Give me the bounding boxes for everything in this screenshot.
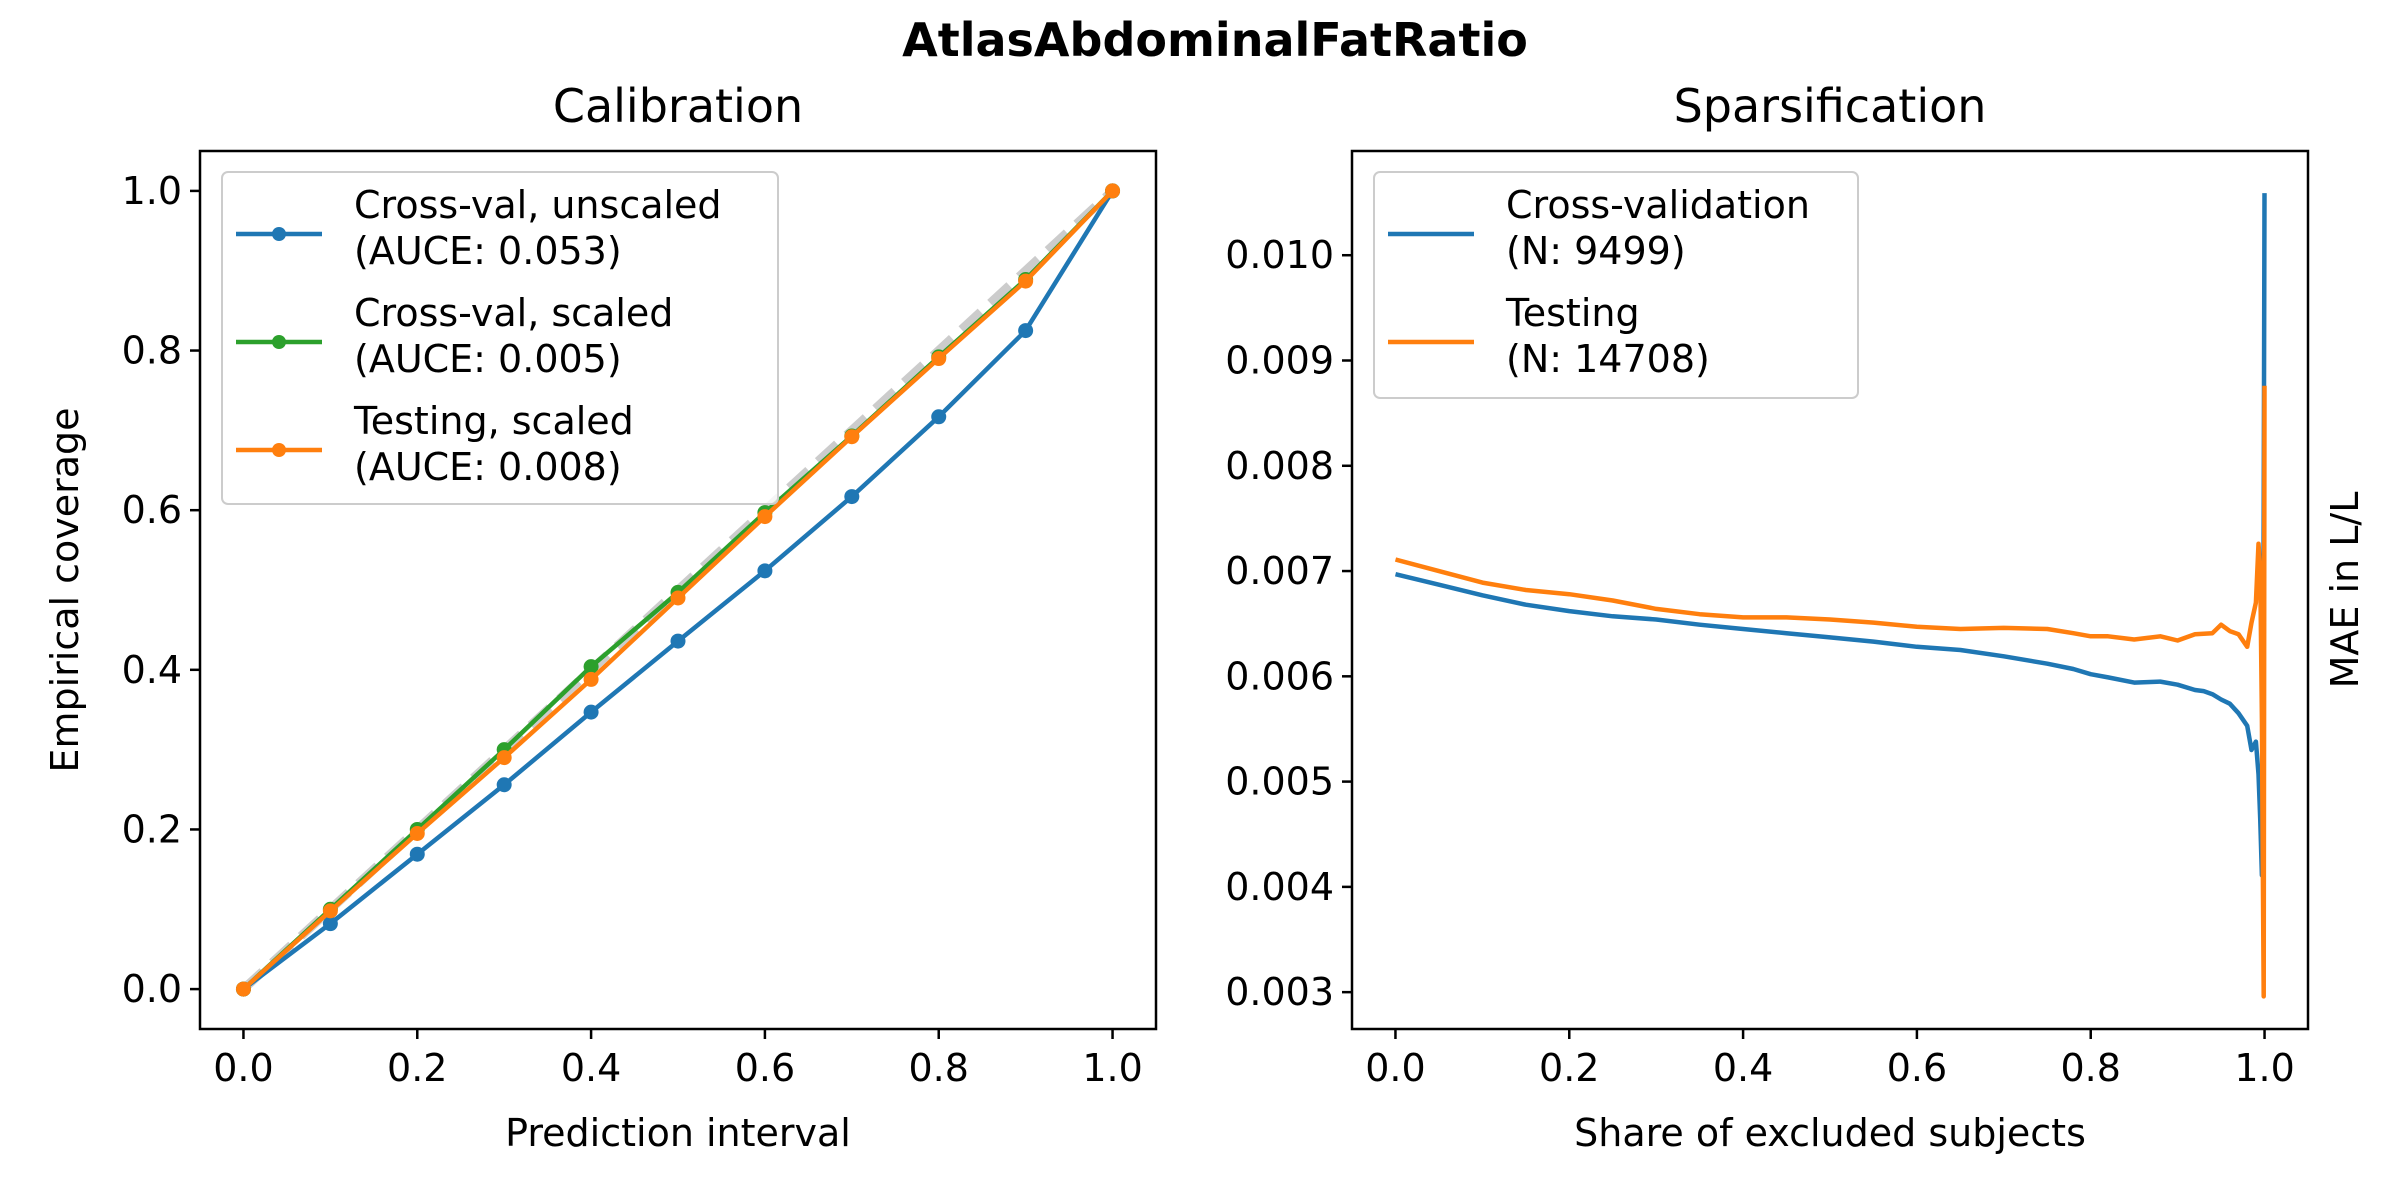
- x-tick-label: 0.4: [561, 1046, 621, 1090]
- legend-entry-cross-val-unscaled: Cross-val, unscaled (AUCE: 0.053): [236, 183, 722, 273]
- calibration-series-1: [235, 183, 1121, 997]
- y-tick-label: 0.4: [122, 648, 182, 692]
- data-point: [235, 981, 251, 997]
- data-point: [1018, 323, 1034, 339]
- data-point: [844, 429, 860, 445]
- x-tick-label: 0.6: [735, 1046, 795, 1090]
- calibration-series-group: [235, 183, 1121, 997]
- data-point: [496, 750, 512, 766]
- x-tick-label: 0.8: [2061, 1046, 2121, 1090]
- calibration-legend-box: [221, 171, 779, 505]
- y-tick-label: 0.010: [1225, 233, 1334, 277]
- legend-label: Cross-val, scaled: [354, 291, 673, 335]
- x-tick-label: 0.4: [1713, 1046, 1773, 1090]
- sparsification-series-1-line: [1394, 193, 2267, 878]
- legend-entry-testing: Testing (N: 14708): [1388, 291, 1710, 381]
- data-point: [322, 916, 338, 932]
- legend-entry-cross-validation: Cross-validation (N: 9499): [1388, 183, 1810, 273]
- data-point: [670, 633, 686, 649]
- figure-suptitle: AtlasAbdominalFatRatio: [902, 13, 1528, 67]
- legend-entry-cross-val-scaled: Cross-val, scaled (AUCE: 0.005): [236, 291, 673, 381]
- y-tick-label: 0.009: [1225, 338, 1334, 382]
- legend-label: Cross-val, unscaled: [354, 183, 722, 227]
- data-point: [1018, 273, 1034, 289]
- data-point: [322, 903, 338, 919]
- data-point: [496, 777, 512, 793]
- sparsification-legend-box: [1373, 171, 1859, 399]
- x-tick-label: 0.6: [1887, 1046, 1947, 1090]
- legend-auce-label: (AUCE: 0.005): [354, 337, 622, 381]
- y-tick-label: 0.0: [122, 967, 182, 1011]
- y-tick-label: 0.008: [1225, 444, 1334, 488]
- legend-swatch-marker: [272, 443, 286, 457]
- x-tick-label: 1.0: [1082, 1046, 1142, 1090]
- sparsification-series-group: [1394, 193, 2267, 999]
- data-point: [931, 409, 947, 425]
- sparsification-title: Sparsification: [1674, 79, 1987, 133]
- calibration-series-3: [235, 183, 1121, 997]
- data-point: [670, 590, 686, 606]
- sparsification-y-axis-label: MAE in L/L: [2323, 492, 2367, 689]
- data-point: [409, 846, 425, 862]
- y-tick-label: 0.004: [1225, 865, 1334, 909]
- sparsification-legend: Cross-validation (N: 9499) Testing (N: 1…: [1373, 171, 1859, 399]
- sparsification-x-axis-label: Share of excluded subjects: [1574, 1111, 2086, 1155]
- data-point: [757, 563, 773, 579]
- x-tick-label: 1.0: [2234, 1046, 2294, 1090]
- sparsification-y-ticks: 0.003 0.004 0.005 0.006 0.007 0.008 0.009 0.010: [1225, 233, 1352, 1014]
- data-point: [931, 351, 947, 367]
- x-tick-label: 0.0: [1365, 1046, 1425, 1090]
- x-tick-label: 0.8: [909, 1046, 969, 1090]
- sparsification-panel: Sparsification 0.0 0.2 0.4 0.6 0.8 1.0 0.0030…: [1225, 79, 2367, 1155]
- data-point: [583, 704, 599, 720]
- calibration-x-ticks: 0.0 0.2 0.4 0.6 0.8 1.0: [213, 1029, 1143, 1090]
- data-point: [583, 659, 599, 675]
- legend-label: Cross-validation: [1506, 183, 1810, 227]
- y-tick-label: 0.003: [1225, 970, 1334, 1014]
- calibration-y-axis-label: Empirical coverage: [43, 407, 87, 772]
- y-tick-label: 0.6: [122, 488, 182, 532]
- legend-auce-label: (AUCE: 0.053): [354, 229, 622, 273]
- legend-n-label: (N: 9499): [1506, 229, 1686, 273]
- calibration-title: Calibration: [553, 79, 803, 133]
- data-point: [757, 509, 773, 525]
- data-point: [583, 671, 599, 687]
- legend-swatch-marker: [272, 335, 286, 349]
- data-point: [844, 489, 860, 505]
- legend-n-label: (N: 14708): [1506, 337, 1710, 381]
- calibration-axes-frame: [198, 149, 1158, 1031]
- sparsification-axes-frame: [1350, 149, 2310, 1031]
- sparsification-x-ticks: 0.0 0.2 0.4 0.6 0.8 1.0: [1365, 1029, 2295, 1090]
- data-point: [409, 825, 425, 841]
- y-tick-label: 0.2: [122, 807, 182, 851]
- calibration-y-ticks: 0.0 0.2 0.4 0.6 0.8 1.0: [122, 169, 200, 1011]
- y-tick-label: 0.007: [1225, 549, 1334, 593]
- legend-entry-testing-scaled: Testing, scaled (AUCE: 0.008): [236, 399, 634, 489]
- calibration-panel: Calibration 0.0 0.2 0.4 0.6 0.8 1.0 0.0 0.2 0.4…: [43, 79, 1158, 1155]
- calibration-x-axis-label: Prediction interval: [505, 1111, 851, 1155]
- legend-auce-label: (AUCE: 0.008): [354, 445, 622, 489]
- legend-label: Testing: [1505, 291, 1640, 335]
- x-tick-label: 0.0: [213, 1046, 273, 1090]
- sparsification-series-2-line: [1394, 385, 2267, 999]
- data-point: [1105, 183, 1121, 199]
- y-tick-label: 0.006: [1225, 654, 1334, 698]
- calibration-legend: Cross-val, unscaled (AUCE: 0.053) Cross-…: [221, 171, 779, 505]
- y-tick-label: 0.005: [1225, 760, 1334, 804]
- x-tick-label: 0.2: [387, 1046, 447, 1090]
- y-tick-label: 1.0: [122, 169, 182, 213]
- legend-label: Testing, scaled: [353, 399, 634, 443]
- x-tick-label: 0.2: [1539, 1046, 1599, 1090]
- y-tick-label: 0.8: [122, 329, 182, 373]
- legend-swatch-marker: [272, 227, 286, 241]
